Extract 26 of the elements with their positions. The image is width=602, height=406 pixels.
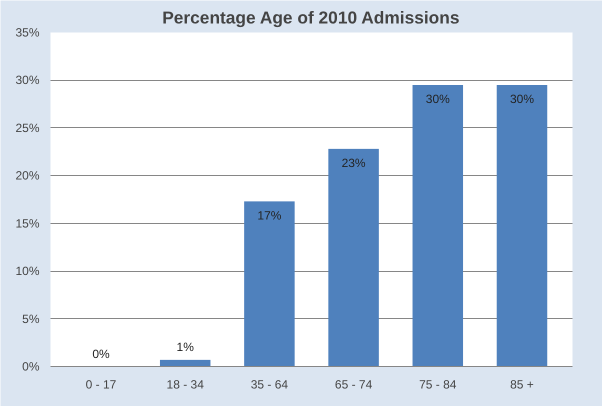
y-tick-label: 30%	[15, 73, 40, 88]
y-tick-label: 0%	[22, 360, 40, 374]
data-label: 17%	[257, 208, 282, 222]
y-tick-label: 35%	[15, 26, 40, 40]
x-tick-label: 0 - 17	[86, 378, 117, 392]
x-tick-label: 75 - 84	[419, 378, 457, 392]
y-tick-label: 20%	[15, 168, 40, 183]
y-tick-label: 15%	[15, 216, 40, 230]
bar	[412, 84, 464, 366]
data-label: 23%	[342, 156, 366, 170]
y-tick-label: 5%	[22, 312, 40, 326]
data-label: 30%	[510, 92, 534, 106]
data-label: 0%	[92, 346, 110, 361]
bar	[244, 201, 295, 366]
y-tick-label: 25%	[15, 120, 40, 135]
bar	[496, 84, 548, 366]
bar	[160, 360, 210, 366]
data-label: 1%	[176, 340, 194, 354]
chart-title: Percentage Age of 2010 Admissions	[162, 8, 460, 28]
data-label: 30%	[426, 92, 450, 106]
bar	[328, 148, 379, 366]
x-tick-label: 18 - 34	[166, 378, 204, 392]
x-tick-label: 35 - 64	[250, 378, 288, 392]
x-tick-label: 85 +	[510, 378, 534, 392]
x-tick-label: 65 - 74	[334, 378, 373, 392]
y-tick-label: 10%	[15, 264, 40, 278]
